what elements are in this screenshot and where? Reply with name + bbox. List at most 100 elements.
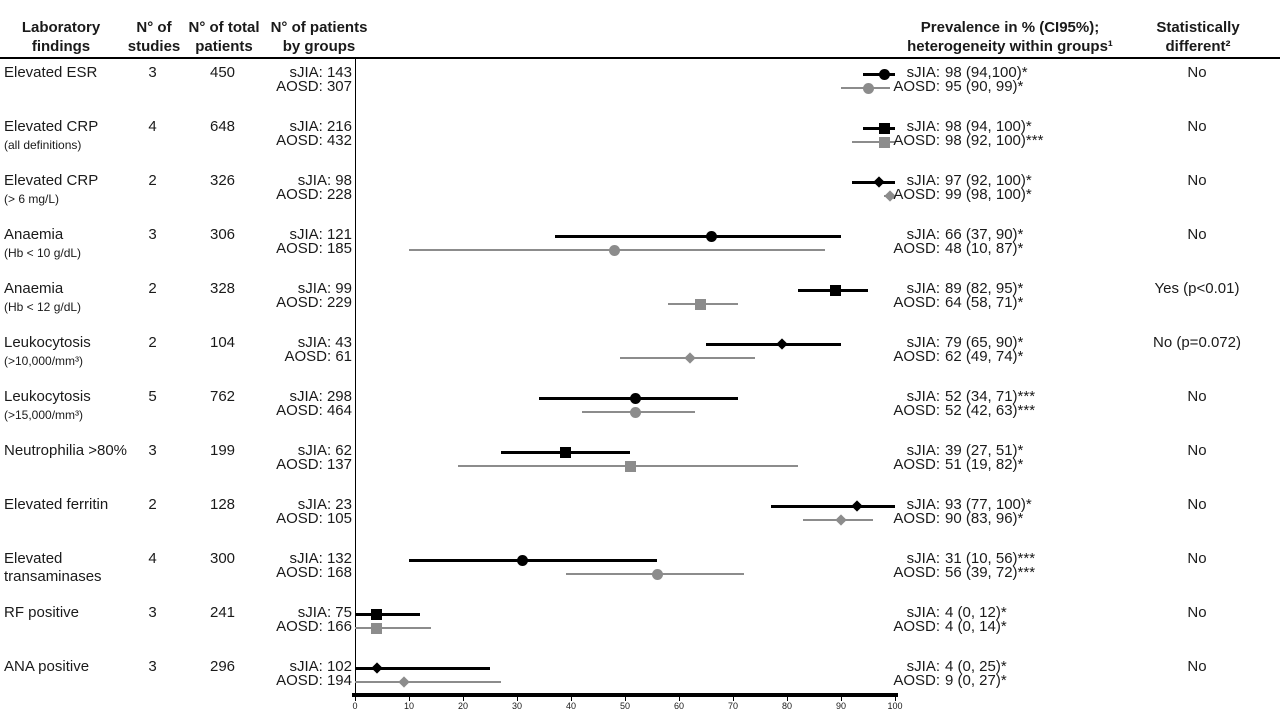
sjia-marker-square — [560, 446, 572, 458]
prevalence-text-sjia: sJIA: 89 (82, 95)* — [880, 280, 1024, 298]
prevalence-group-label: AOSD: — [893, 348, 940, 365]
x-axis-line — [352, 693, 898, 697]
statistically-different-value: No — [1187, 658, 1207, 675]
finding-name: Elevated CRP — [4, 172, 99, 189]
aosd-marker-circle — [862, 82, 874, 94]
x-axis-tick-label: 40 — [565, 701, 576, 711]
finding-name: Anaemia — [4, 280, 64, 297]
group-n-aosd: AOSD: 194 — [276, 672, 352, 689]
n-studies-value: 3 — [148, 64, 157, 81]
prevalence-group-label: sJIA: — [906, 226, 940, 243]
column-header-prevalence: Prevalence in % (CI95%); heterogeneity w… — [870, 18, 1150, 56]
column-header-laboratory-findings: Laboratory findings — [0, 18, 122, 56]
finding-sub-label: (Hb < 12 g/dL) — [4, 300, 82, 314]
prevalence-value: 56 (39, 72)*** — [945, 564, 1036, 581]
prevalence-group-label: sJIA: — [906, 496, 940, 513]
finding-label-block: Neutrophilia >80% — [4, 442, 164, 460]
aosd-ci-line — [355, 681, 501, 683]
header-line: heterogeneity within groups¹ — [907, 38, 1113, 55]
prevalence-value: 4 (0, 14)* — [945, 618, 1007, 635]
x-axis-tick — [462, 697, 464, 701]
prevalence-value: 48 (10, 87)* — [945, 240, 1024, 257]
group-n-sjia: sJIA: 132 — [289, 550, 352, 567]
x-axis-tick — [354, 697, 356, 701]
prevalence-value: 98 (94, 100)* — [945, 118, 1032, 135]
x-axis-tick — [894, 697, 896, 701]
x-axis-tick-label: 20 — [457, 701, 468, 711]
column-header-statistically-different: Statistically different² — [1133, 18, 1263, 56]
finding-sub-label: (> 6 mg/L) — [4, 192, 60, 206]
x-axis-tick-label: 70 — [727, 701, 738, 711]
prevalence-group-label: sJIA: — [906, 280, 940, 297]
prevalence-group-label: sJIA: — [906, 550, 940, 567]
x-axis-tick-label: 90 — [835, 701, 846, 711]
n-studies-value: 2 — [148, 334, 157, 351]
prevalence-value: 39 (27, 51)* — [945, 442, 1024, 459]
prevalence-text-aosd: AOSD: 56 (39, 72)*** — [880, 564, 1035, 582]
aosd-marker-square — [695, 298, 707, 310]
prevalence-value: 99 (98, 100)* — [945, 186, 1032, 203]
finding-label-block: RF positive — [4, 604, 164, 622]
x-axis-tick-label: 30 — [511, 701, 522, 711]
prevalence-value: 66 (37, 90)* — [945, 226, 1024, 243]
header-line: Laboratory — [21, 19, 101, 36]
prevalence-value: 52 (42, 63)*** — [945, 402, 1036, 419]
prevalence-group-label: sJIA: — [906, 604, 940, 621]
sjia-marker-diamond — [370, 662, 383, 674]
finding-sub-label: (>10,000/mm³) — [4, 354, 84, 368]
finding-name: RF positive — [4, 604, 80, 621]
prevalence-value: 4 (0, 12)* — [945, 604, 1007, 621]
sjia-marker-square — [878, 122, 890, 134]
group-n-sjia: sJIA: 121 — [289, 226, 352, 243]
prevalence-text-aosd: AOSD: 48 (10, 87)* — [880, 240, 1023, 258]
prevalence-value: 52 (34, 71)*** — [945, 388, 1036, 405]
finding-label-block: Leukocytosis (>10,000/mm³) — [4, 334, 164, 370]
prevalence-group-label: AOSD: — [893, 186, 940, 203]
statistically-different-value: No — [1187, 604, 1207, 621]
x-axis-tick-label: 10 — [403, 701, 414, 711]
group-n-aosd: AOSD: 307 — [276, 78, 352, 95]
n-total-patients-value: 326 — [209, 172, 236, 189]
prevalence-group-label: sJIA: — [906, 388, 940, 405]
n-total-patients-value: 762 — [209, 388, 236, 405]
statistically-different-value: No (p=0.072) — [1153, 334, 1241, 351]
statistically-different-value: No — [1187, 550, 1207, 567]
group-n-aosd: AOSD: 464 — [276, 402, 352, 419]
prevalence-text-aosd: AOSD: 90 (83, 96)* — [880, 510, 1023, 528]
header-line: N° of — [136, 19, 172, 36]
n-studies-value: 3 — [148, 604, 157, 621]
prevalence-value: 9 (0, 27)* — [945, 672, 1007, 689]
group-n-aosd: AOSD: 137 — [276, 456, 352, 473]
prevalence-text-aosd: AOSD: 9 (0, 27)* — [880, 672, 1007, 690]
header-line: by groups — [282, 38, 356, 55]
aosd-marker-square — [371, 622, 383, 634]
sjia-marker-circle — [878, 68, 890, 80]
x-axis-tick — [516, 697, 518, 701]
prevalence-value: 93 (77, 100)* — [945, 496, 1032, 513]
prevalence-group-label: AOSD: — [893, 672, 940, 689]
group-n-sjia: sJIA: 62 — [297, 442, 352, 459]
prevalence-text-sjia: sJIA: 97 (92, 100)* — [880, 172, 1032, 190]
prevalence-text-sjia: sJIA: 52 (34, 71)*** — [880, 388, 1035, 406]
header-line: N° of patients — [270, 19, 368, 36]
group-n-sjia: sJIA: 75 — [297, 604, 352, 621]
prevalence-text-aosd: AOSD: 51 (19, 82)* — [880, 456, 1023, 474]
x-axis-tick-label: 50 — [619, 701, 630, 711]
prevalence-text-sjia: sJIA: 4 (0, 12)* — [880, 604, 1007, 622]
prevalence-text-aosd: AOSD: 95 (90, 99)* — [880, 78, 1023, 96]
prevalence-text-sjia: sJIA: 31 (10, 56)*** — [880, 550, 1035, 568]
prevalence-text-sjia: sJIA: 79 (65, 90)* — [880, 334, 1024, 352]
prevalence-text-aosd: AOSD: 52 (42, 63)*** — [880, 402, 1035, 420]
header-line: different² — [1165, 38, 1231, 55]
prevalence-group-label: AOSD: — [893, 618, 940, 635]
group-n-aosd: AOSD: 228 — [276, 186, 352, 203]
prevalence-group-label: AOSD: — [893, 402, 940, 419]
finding-name: Leukocytosis — [4, 388, 91, 405]
prevalence-group-label: AOSD: — [893, 78, 940, 95]
finding-label-block: Anaemia (Hb < 10 g/dL) — [4, 226, 164, 262]
n-studies-value: 4 — [148, 550, 157, 567]
prevalence-text-sjia: sJIA: 98 (94, 100)* — [880, 118, 1032, 136]
statistically-different-value: No — [1187, 442, 1207, 459]
finding-name: Neutrophilia >80% — [4, 442, 127, 459]
group-n-aosd: AOSD: 432 — [276, 132, 352, 149]
